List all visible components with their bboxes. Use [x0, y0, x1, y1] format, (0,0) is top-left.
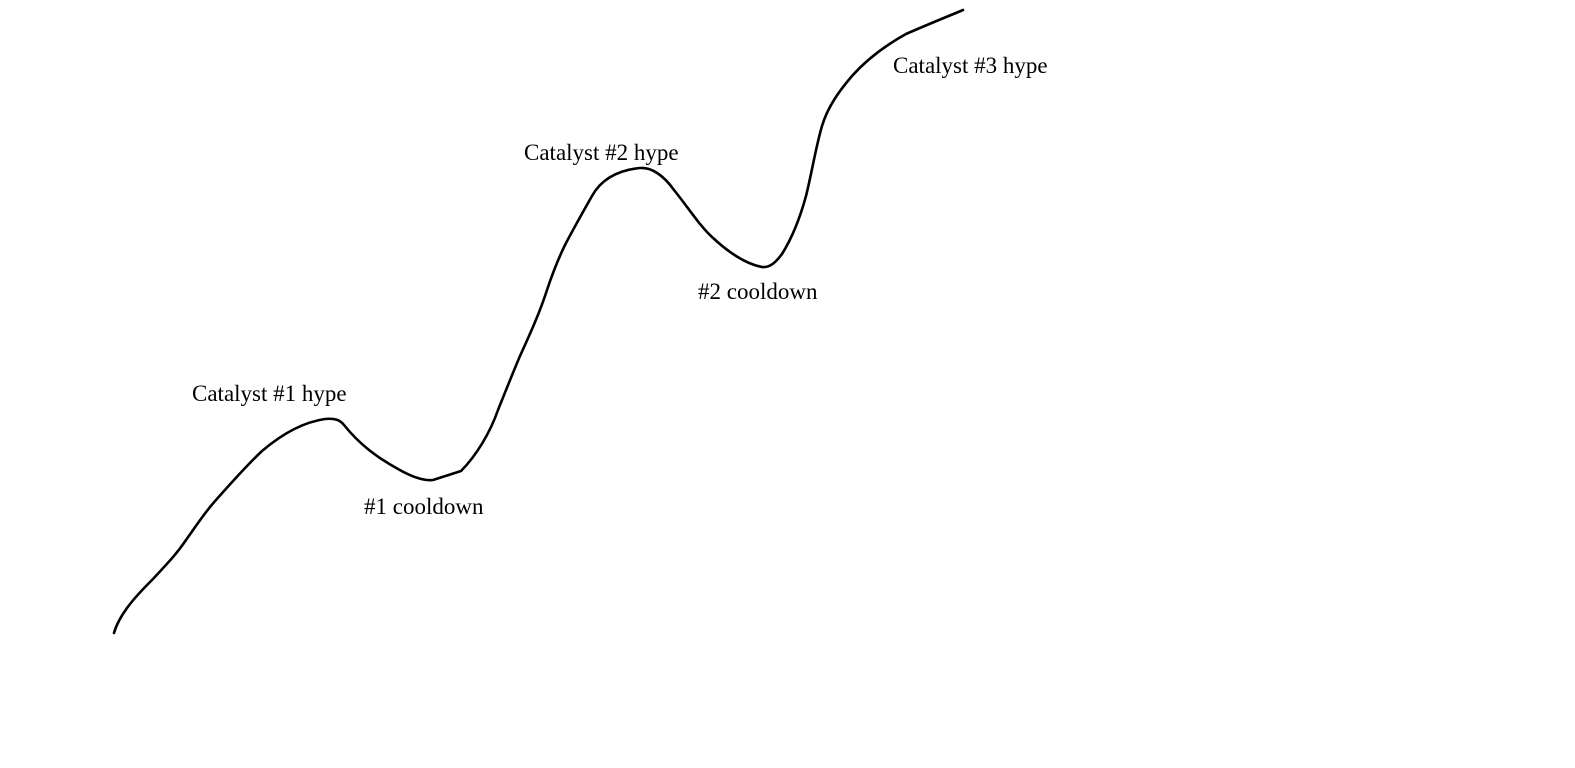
catalyst-2-hype-label: Catalyst #2 hype: [524, 140, 679, 165]
cooldown-1-label: #1 cooldown: [364, 494, 484, 519]
cooldown-2-label: #2 cooldown: [698, 279, 818, 304]
catalyst-3-hype-label: Catalyst #3 hype: [893, 53, 1048, 78]
catalyst-1-hype-label: Catalyst #1 hype: [192, 381, 347, 406]
price-curve-line: [112, 8, 965, 635]
